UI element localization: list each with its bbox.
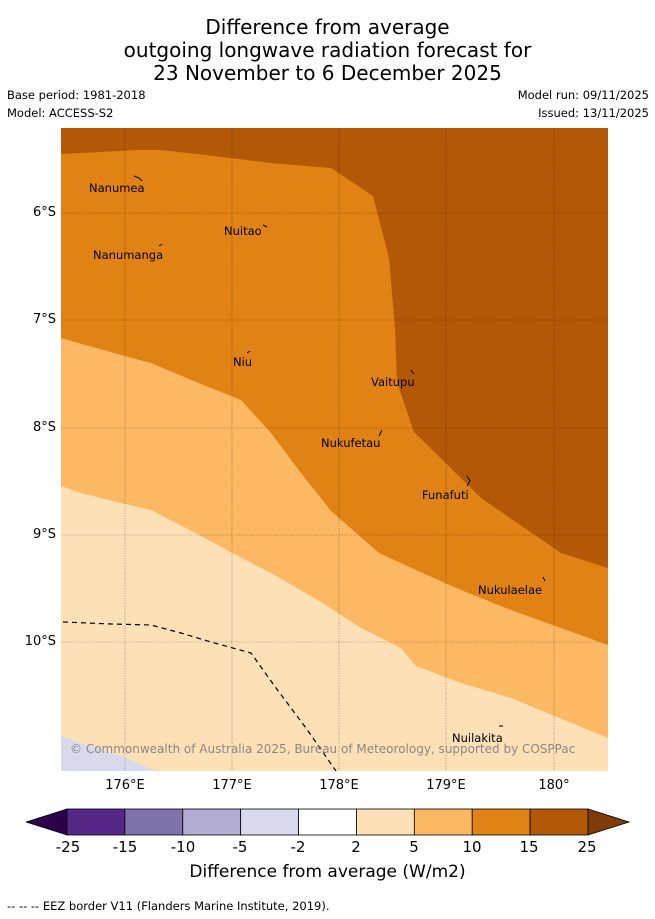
zone-2-5 (61, 486, 608, 771)
colorbar-segments (66, 808, 589, 836)
issued-date: Issued: 13/11/2025 (538, 106, 649, 120)
lon-label-180: 180° (538, 778, 570, 793)
colorbar-segment (182, 808, 242, 836)
colorbar-tick: 15 (519, 838, 539, 856)
colorbar-tick: 10 (462, 838, 482, 856)
island-nukufetau (378, 429, 383, 437)
map-svg (61, 128, 608, 771)
colorbar-tick: -10 (170, 838, 196, 856)
lat-label-6s: 6°S (32, 205, 56, 220)
title-line-1: Difference from average (205, 15, 450, 39)
graticule (61, 128, 608, 771)
island-nuitao (262, 224, 268, 228)
colorbar (26, 808, 630, 836)
lat-label-9s: 9°S (32, 527, 56, 542)
island-vaitupu (410, 369, 415, 375)
chart-title: Difference from average outgoing longwav… (0, 16, 655, 85)
island-niu (246, 350, 251, 354)
place-nukulaelae: Nukulaelae (478, 583, 543, 597)
lon-label-176e: 176°E (105, 778, 145, 793)
lon-label-179e: 179°E (426, 778, 466, 793)
island-nanumea (133, 175, 143, 182)
eez-legend-note: -- -- -- EEZ border V11 (Flanders Marine… (7, 899, 330, 913)
title-line-2: outgoing longwave radiation forecast for (123, 38, 532, 62)
title-line-3: 23 November to 6 December 2025 (153, 61, 502, 85)
colorbar-segment (529, 808, 589, 836)
lat-label-8s: 8°S (32, 420, 56, 435)
colorbar-segment (298, 808, 357, 836)
zone-m5-m2 (61, 736, 156, 771)
place-nuilakita: Nuilakita (452, 731, 503, 745)
colorbar-segment (240, 808, 299, 836)
model-name: Model: ACCESS-S2 (7, 106, 114, 120)
lat-label-10s: 10°S (24, 634, 56, 649)
colorbar-tick: 5 (409, 838, 419, 856)
colorbar-segment (413, 808, 473, 836)
colorbar-tick: -5 (232, 838, 248, 856)
model-run: Model run: 09/11/2025 (517, 88, 649, 102)
copyright-notice: © Commonwealth of Australia 2025, Bureau… (70, 742, 576, 756)
colorbar-tick: -25 (55, 838, 81, 856)
place-nanumea: Nanumea (89, 181, 145, 195)
colorbar-tick: -2 (290, 838, 306, 856)
colorbar-tick: -15 (112, 838, 138, 856)
place-funafuti: Funafuti (422, 488, 469, 502)
lat-label-7s: 7°S (32, 312, 56, 327)
map-panel (61, 128, 608, 771)
colorbar-tick: 2 (351, 838, 361, 856)
island-funafuti (466, 475, 471, 487)
place-vaitupu: Vaitupu (371, 375, 415, 389)
lon-label-178e: 178°E (319, 778, 359, 793)
colorbar-label: Difference from average (W/m2) (189, 862, 466, 882)
place-nukufetau: Nukufetau (321, 436, 381, 450)
islands (133, 175, 546, 727)
colorbar-segment (66, 808, 126, 836)
base-period: Base period: 1981-2018 (7, 88, 146, 102)
colorbar-extend-high (587, 808, 630, 836)
colorbar-tick: 25 (577, 838, 597, 856)
island-nanumanga (158, 243, 163, 247)
colorbar-segment (124, 808, 184, 836)
lon-label-177e: 177°E (212, 778, 252, 793)
colorbar-extend-low (26, 808, 68, 836)
place-nanumanga: Nanumanga (93, 248, 164, 262)
place-nuitao: Nuitao (224, 224, 262, 238)
colorbar-segment (356, 808, 415, 836)
colorbar-segment (471, 808, 531, 836)
place-niu: Niu (233, 355, 253, 369)
island-nukulaelae (542, 576, 546, 582)
